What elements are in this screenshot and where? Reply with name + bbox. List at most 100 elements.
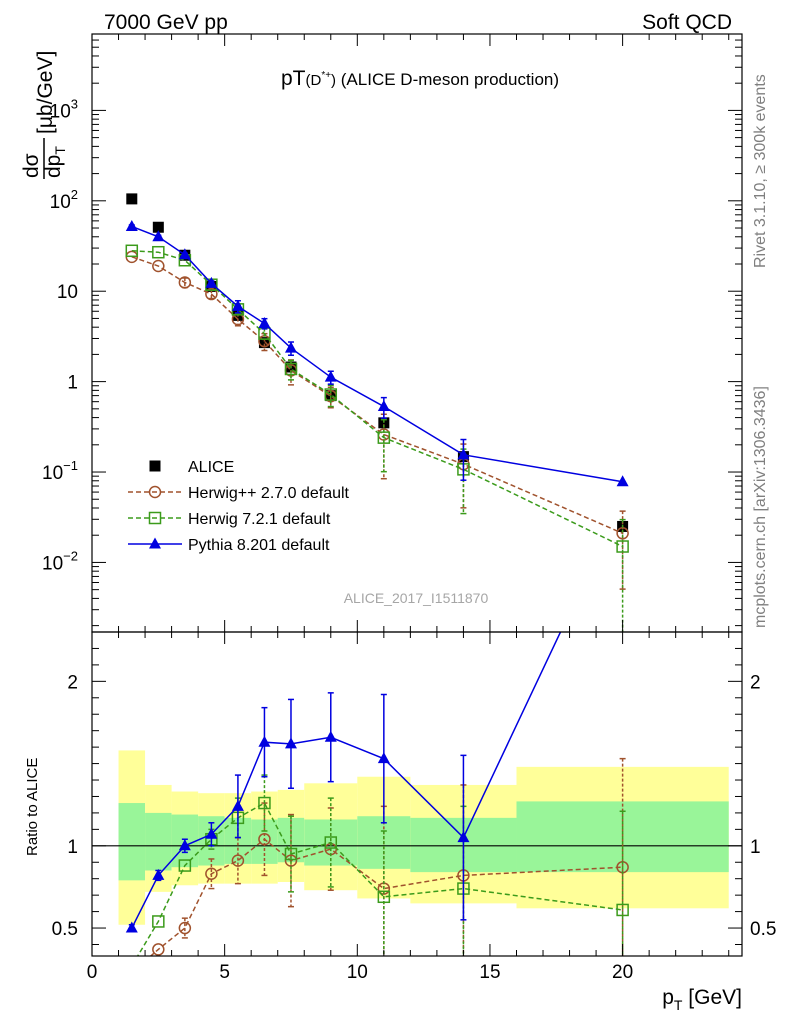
ytick-label-lower-right-2: 2 <box>750 672 761 693</box>
upper-plot-series <box>125 193 629 632</box>
ylabel-unit: [μb/GeV] <box>34 51 57 134</box>
point-pythia-8 <box>377 400 390 412</box>
ytick-exp-5: 3 <box>71 96 78 111</box>
lower-plot-series <box>125 494 629 978</box>
side-text-mcplots: mcplots.cern.ch [arXiv:1306.3436] <box>752 386 769 628</box>
ratio-point-herwig7-5 <box>258 796 271 810</box>
point-pythia-1 <box>152 230 165 242</box>
series-line-herwig7 <box>131 250 623 548</box>
legend-label-data: ALICE <box>188 459 234 476</box>
xlabel-unit: [GeV] <box>682 986 742 1009</box>
ytick-label-lower-left-0: 0.5 <box>52 919 78 940</box>
ratio-point-herwig7-0 <box>126 960 137 971</box>
ratio-point-herwigpp-3 <box>205 867 218 881</box>
legend-marker-herwigpp <box>148 485 162 499</box>
point-data-0 <box>126 193 138 205</box>
ratio-point-pythia-6 <box>284 737 297 749</box>
xtick-label-1: 5 <box>219 962 230 983</box>
xtick-label-0: 0 <box>87 962 98 983</box>
ratio-point-pythia-8 <box>377 752 390 764</box>
ytick-label-upper-4: 102 <box>50 187 78 213</box>
lower-clip <box>125 494 629 978</box>
ytick-exp-1: −1 <box>63 458 78 473</box>
legend-label-herwig7: Herwig 7.2.1 default <box>188 511 331 528</box>
ytick-base-0: 10 <box>42 553 63 574</box>
ytick-base-5: 10 <box>50 101 71 122</box>
ytick-label-upper-0: 10−2 <box>42 548 78 574</box>
y-axis-label-upper: dσ dpT [μb/GeV] <box>20 51 68 179</box>
header-left: 7000 GeV pp <box>104 11 228 34</box>
title-desc: (ALICE D-meson production) <box>336 70 559 89</box>
ytick-base-1: 10 <box>42 463 63 484</box>
y-axis-label-lower: Ratio to ALICE <box>24 758 41 856</box>
ytick-label-lower-left-2: 2 <box>67 672 78 693</box>
legend-item-data: ALICE <box>149 459 234 476</box>
ytick-label-lower-right-0: 0.5 <box>750 919 776 940</box>
ratio-point-herwig7-2 <box>178 859 192 872</box>
point-herwig7-7 <box>324 388 338 401</box>
ratio-point-herwigpp-4 <box>231 854 245 867</box>
title-paren: (D <box>305 72 321 89</box>
legend-item-pythia: Pythia 8.201 default <box>128 537 330 554</box>
ytick-base-4: 10 <box>50 192 71 213</box>
series-upper-herwig7 <box>125 244 629 632</box>
svg-text:dσ: dσ <box>20 153 43 178</box>
point-herwig7-10 <box>616 540 629 553</box>
point-herwigpp-2 <box>178 276 192 289</box>
svg-text:dpT: dpT <box>42 146 68 178</box>
point-pythia-6 <box>284 341 297 353</box>
ratio-point-pythia-5 <box>258 735 271 747</box>
legend-marker-herwig7 <box>148 511 162 525</box>
ytick-label-upper-3: 10 <box>57 282 78 303</box>
ylabel-num-sigma: σ <box>20 153 43 166</box>
ratio-point-pythia-10 <box>617 494 629 505</box>
title-close: ) <box>331 72 336 89</box>
ratio-point-herwig7-8 <box>377 890 391 904</box>
ytick-base-2: 1 <box>67 373 78 394</box>
point-herwigpp-1 <box>152 259 165 273</box>
point-pythia-5 <box>258 316 271 328</box>
title-main: pT <box>281 67 306 90</box>
ratio-point-pythia-9 <box>457 831 470 843</box>
series-upper-pythia <box>125 219 629 487</box>
point-herwigpp-3 <box>205 287 218 301</box>
legend-item-herwigpp: Herwig++ 2.7.0 default <box>128 485 350 502</box>
ytick-label-upper-2: 1 <box>67 373 78 394</box>
series-line-herwigpp <box>131 256 623 534</box>
ratio-line-herwig7 <box>136 802 623 956</box>
point-herwig7-0 <box>125 244 139 258</box>
point-pythia-2 <box>178 248 191 260</box>
ratio-point-herwig7-6 <box>284 847 298 861</box>
series-lower-herwig7 <box>126 774 629 971</box>
band-clip <box>118 750 729 925</box>
x-axis-label: pT [GeV] <box>662 986 742 1013</box>
side-text-rivet: Rivet 3.1.10, ≥ 300k events <box>752 74 769 268</box>
band-inner-0 <box>118 803 146 881</box>
ratio-point-herwig7-7 <box>324 836 338 849</box>
xtick-label-4: 20 <box>612 962 633 983</box>
upper-clip <box>125 193 629 632</box>
legend: ALICE Herwig++ 2.7.0 default Herwig 7.2.1 … <box>128 459 350 554</box>
xlabel-sub: T <box>674 997 683 1013</box>
point-pythia-3 <box>205 276 218 288</box>
ytick-label-upper-1: 10−1 <box>42 458 78 484</box>
ratio-point-pythia-4 <box>231 799 244 811</box>
ratio-point-pythia-1 <box>152 868 165 880</box>
point-data-8 <box>378 417 390 429</box>
ratio-point-herwigpp-0 <box>126 967 137 978</box>
legend-item-herwig7: Herwig 7.2.1 default <box>128 511 331 528</box>
point-data-1 <box>152 221 164 233</box>
ytick-base-3: 10 <box>57 282 78 303</box>
ratio-uncertainty-bands <box>118 750 729 925</box>
series-upper-data <box>126 193 629 532</box>
ratio-point-herwigpp-1 <box>152 943 165 956</box>
legend-marker-pythia <box>149 537 161 549</box>
ratio-point-herwig7-1 <box>152 915 165 928</box>
point-pythia-7 <box>324 370 337 382</box>
point-pythia-10 <box>616 475 629 487</box>
ratio-point-herwigpp-6 <box>284 854 298 867</box>
ytick-label-lower-right-1: 1 <box>750 837 761 858</box>
title-sup: *+ <box>321 70 331 81</box>
